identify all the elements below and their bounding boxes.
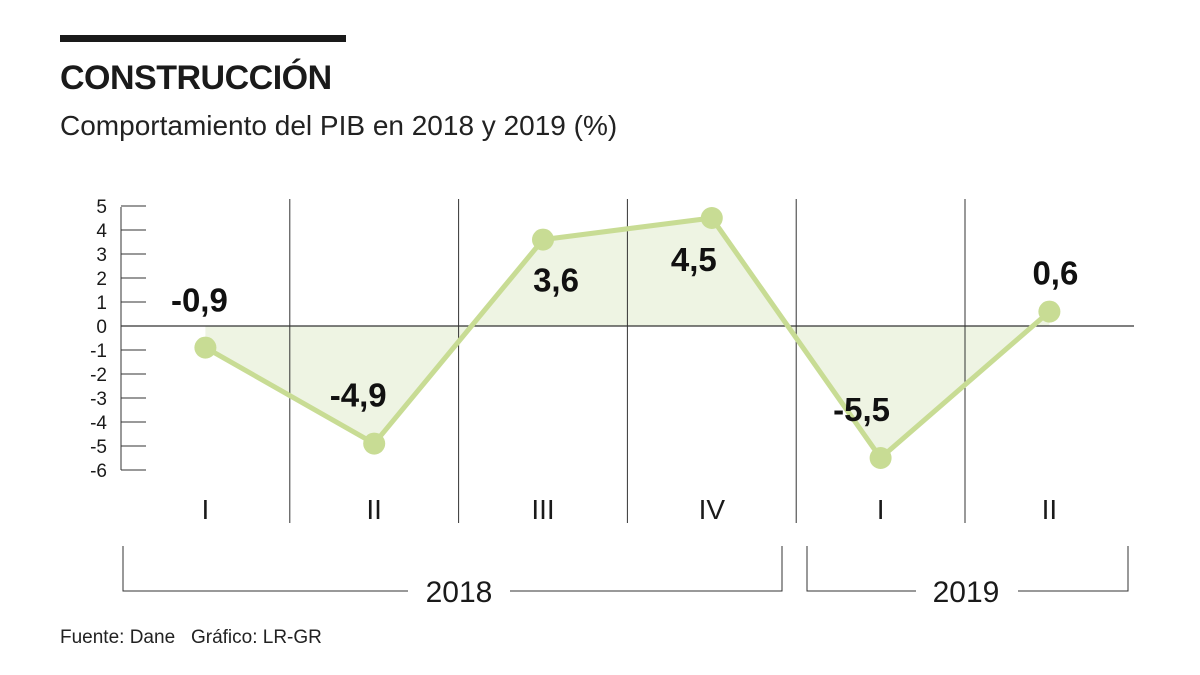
data-label: -4,9 <box>330 377 387 414</box>
y-tick-label: 0 <box>96 317 107 338</box>
year-bracket <box>122 546 408 592</box>
y-tick-label: -2 <box>90 365 107 386</box>
x-tick-label: III <box>531 494 554 525</box>
y-tick-label: 2 <box>96 269 107 290</box>
data-point <box>700 207 723 229</box>
data-point <box>363 432 386 455</box>
y-tick-label: -5 <box>90 437 107 458</box>
y-tick-label: -3 <box>90 389 107 410</box>
data-point <box>1038 300 1061 323</box>
x-tick-label: II <box>366 494 382 525</box>
y-tick-label: -1 <box>90 341 107 362</box>
x-tick-label: I <box>202 494 210 525</box>
data-label: 4,5 <box>671 241 717 278</box>
year-bracket <box>806 546 916 592</box>
data-point <box>869 447 892 469</box>
y-tick-label: -6 <box>90 461 107 482</box>
x-tick-label: I <box>877 494 885 525</box>
x-tick-label: IV <box>699 494 726 525</box>
data-point <box>194 336 217 359</box>
y-tick-label: 3 <box>96 245 107 266</box>
year-label: 2019 <box>933 576 1000 609</box>
y-tick-label: 4 <box>96 221 107 242</box>
title-rule <box>60 35 346 42</box>
chart-title: CONSTRUCCIÓN <box>60 59 332 97</box>
data-label: 0,6 <box>1032 255 1078 292</box>
data-label: -0,9 <box>171 282 228 319</box>
source-credit: Fuente: Dane Gráfico: LR-GR <box>60 627 322 648</box>
year-label: 2018 <box>426 576 493 609</box>
y-tick-label: 1 <box>96 293 107 314</box>
y-tick-label: -4 <box>90 413 107 434</box>
chart-subtitle: Comportamiento del PIB en 2018 y 2019 (%… <box>60 110 618 141</box>
x-tick-label: II <box>1042 494 1058 525</box>
data-point <box>532 228 554 251</box>
year-bracket <box>510 546 783 592</box>
year-bracket <box>1018 546 1129 592</box>
data-label: -5,5 <box>833 391 890 428</box>
y-tick-label: 5 <box>96 197 107 218</box>
data-label: 3,6 <box>533 262 579 299</box>
series-line <box>202 215 1052 461</box>
